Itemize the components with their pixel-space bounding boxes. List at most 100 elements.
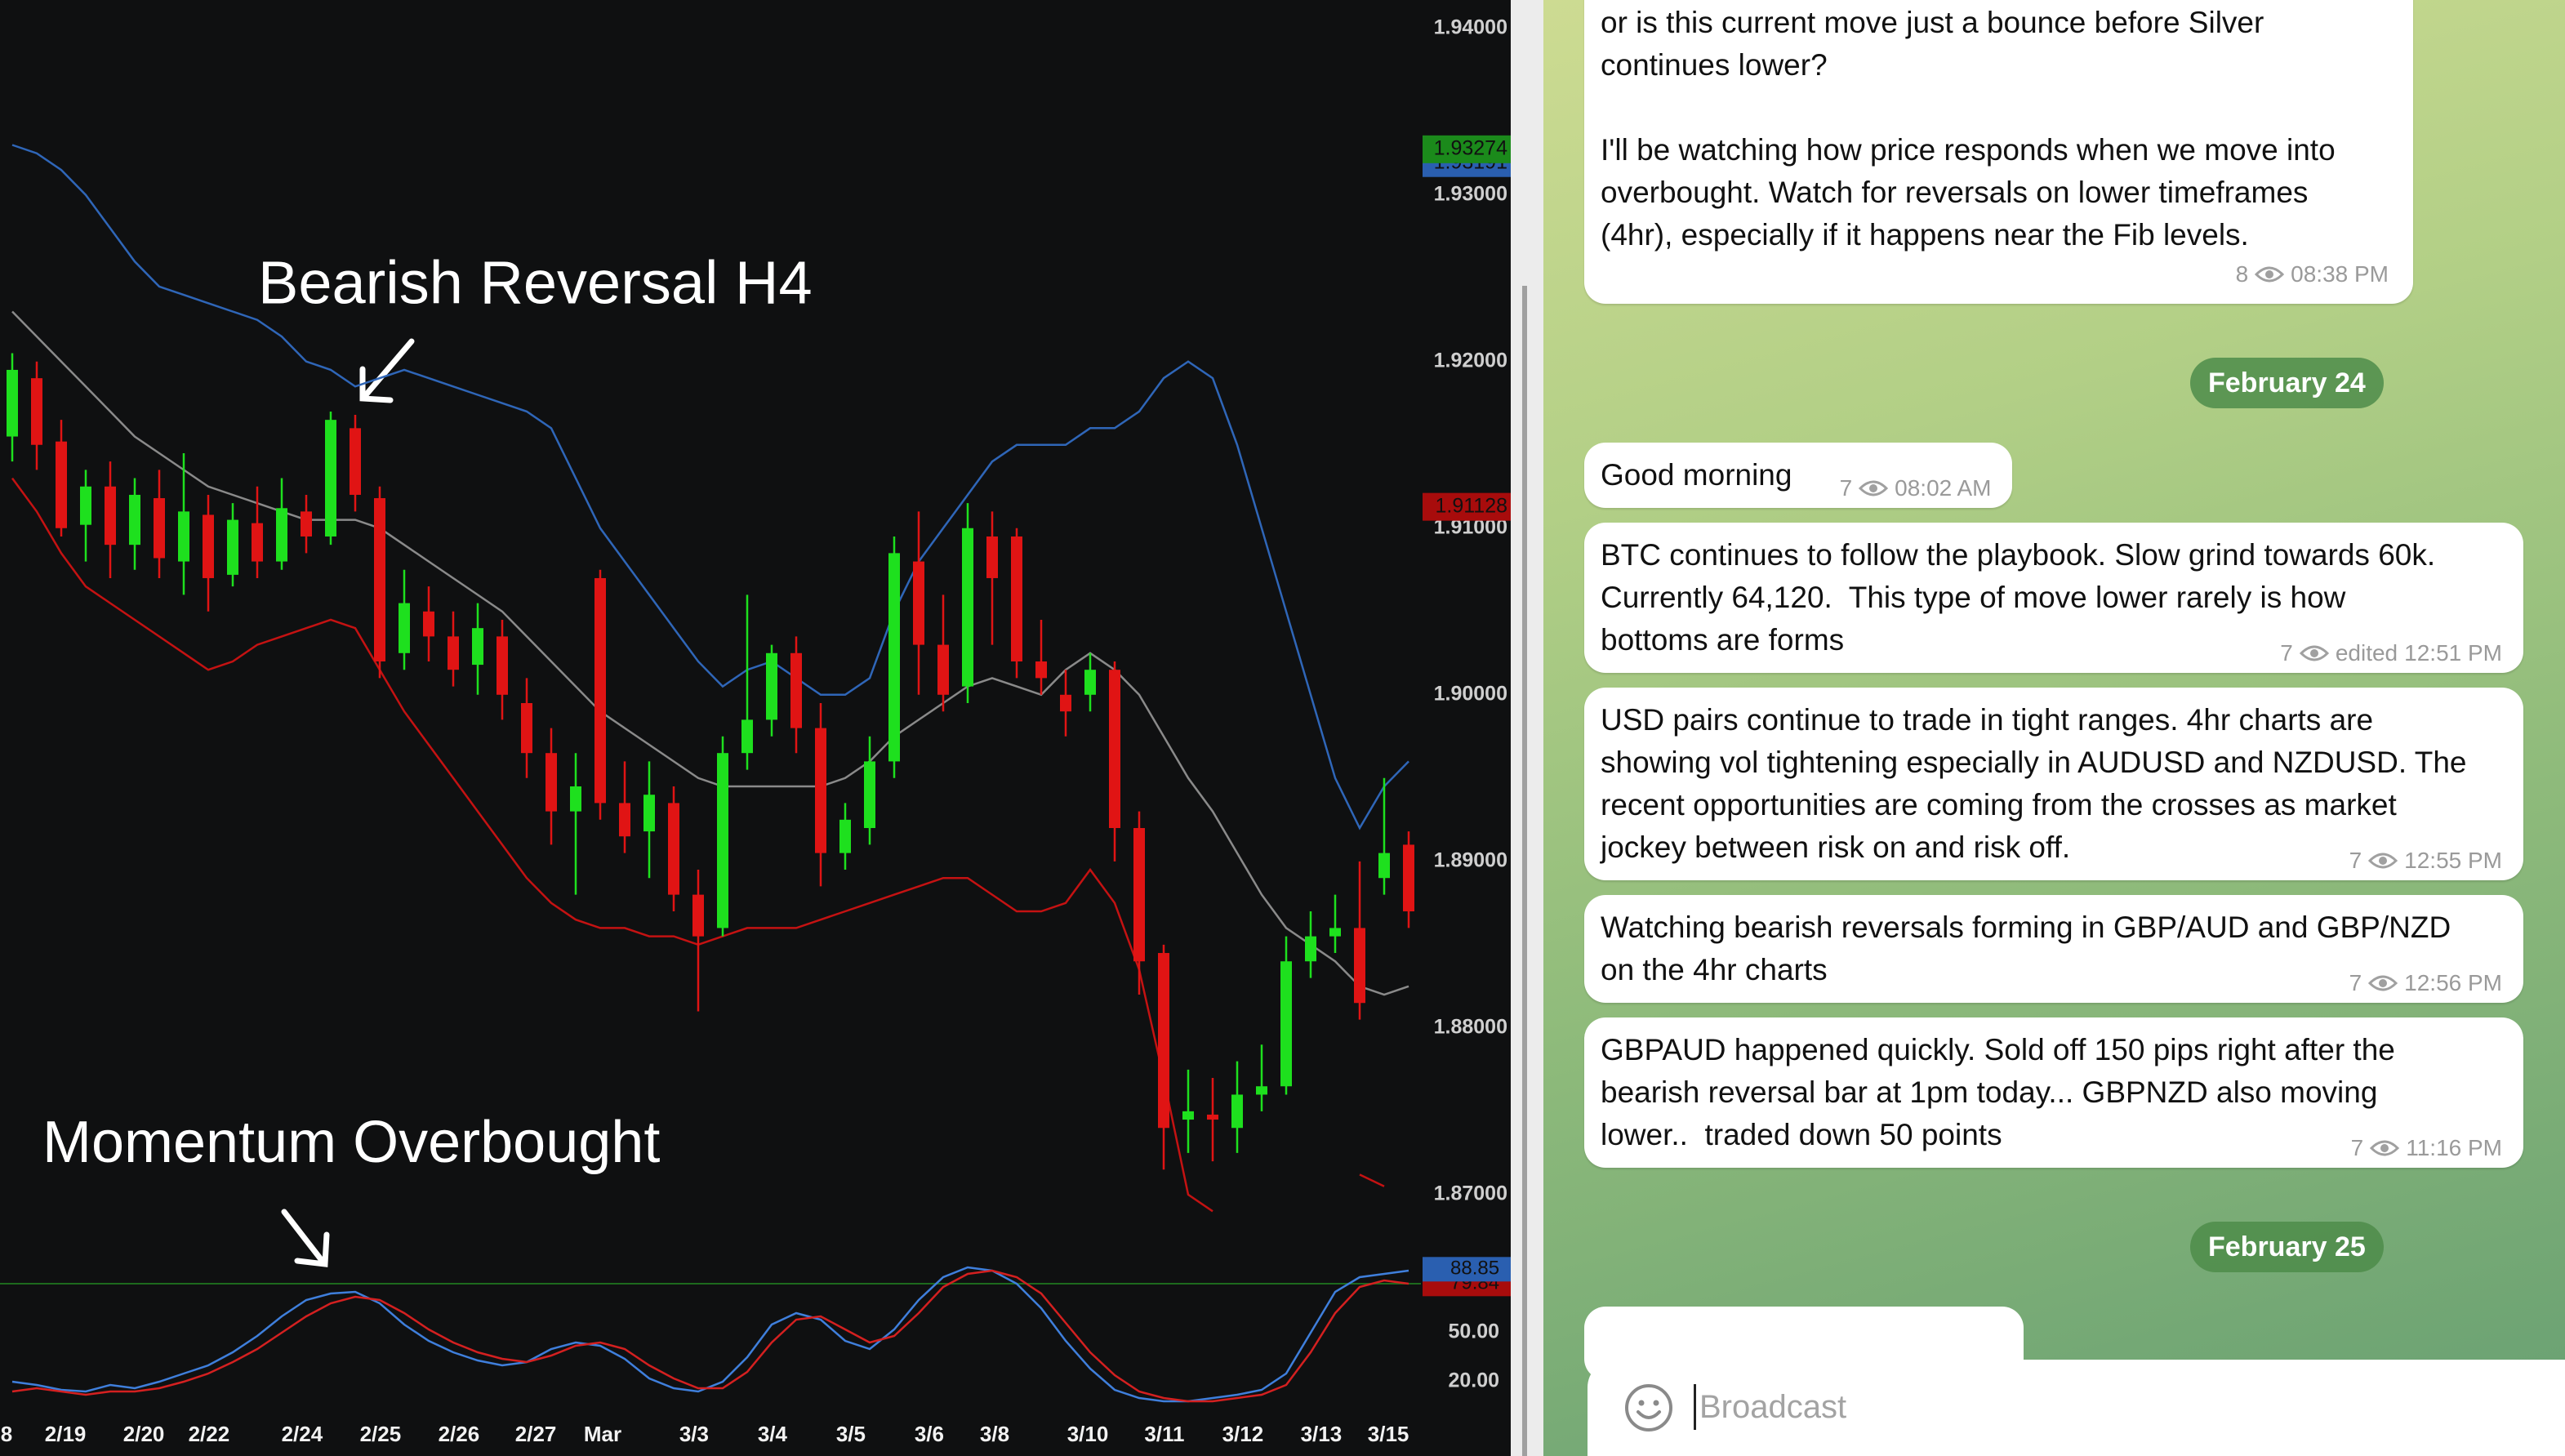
chart: 1.940001.930001.920001.910001.900001.890… — [0, 0, 1511, 1456]
message-text: bearish reversal bar at 1pm today... GBP… — [1601, 1075, 2378, 1109]
message: or is this current move just a bounce be… — [1584, 0, 2413, 304]
views-icon — [2368, 853, 2398, 869]
views-icon — [2255, 266, 2285, 283]
message-text: Watching bearish reversals forming in GB… — [1601, 911, 2451, 944]
band-line — [11, 144, 1409, 830]
band-line — [11, 310, 1409, 996]
candle-body — [7, 369, 18, 437]
date-pill: February 24 — [2190, 358, 2384, 408]
message-text: jockey between risk on and risk off. — [1601, 830, 2071, 864]
message-text: showing vol tightening especially in AUD… — [1601, 746, 2467, 779]
candle-body — [1182, 1111, 1194, 1120]
momentum-tick-label: 50.00 — [1448, 1320, 1499, 1343]
candle-body — [521, 702, 532, 754]
paragraph: USD pairs continue to trade in tight ran… — [1601, 699, 2499, 869]
message-meta: 7 edited 12:51 PM — [2280, 640, 2502, 666]
message-meta: 8 08:38 PM — [1601, 256, 2389, 292]
candle-body — [1084, 670, 1096, 695]
price-tag — [1423, 492, 1511, 521]
x-tick-label: 3/3 — [679, 1422, 709, 1446]
candle-body — [374, 498, 385, 661]
message: GBPAUD happened quickly. Sold off 150 pi… — [1584, 1017, 2523, 1168]
message-feed: or is this current move just a bounce be… — [1584, 0, 2523, 1380]
y-tick-label: 1.90000 — [1434, 682, 1507, 705]
candle-body — [1060, 694, 1071, 712]
message-meta: 7 12:56 PM — [2349, 970, 2502, 996]
x-tick-label: 2/20 — [123, 1422, 165, 1446]
message-time: 08:02 AM — [1895, 475, 1992, 501]
message-time: 08:38 PM — [2291, 261, 2389, 287]
date-pill: February 25 — [2190, 1222, 2384, 1272]
candle-body — [619, 803, 630, 837]
candle-body — [1305, 936, 1316, 962]
candle-body — [790, 652, 802, 728]
candle-body — [472, 628, 483, 666]
candle-body — [1035, 661, 1047, 679]
candle-body — [815, 728, 826, 853]
reversal-arrow — [359, 338, 415, 403]
divider — [1511, 0, 1543, 1456]
momentum-tag — [1423, 1257, 1511, 1282]
emoji-button[interactable] — [1623, 1383, 1674, 1433]
candle-body — [31, 378, 42, 445]
candle-body — [570, 786, 581, 812]
candle-body — [1280, 961, 1292, 1087]
candle-body — [1231, 1094, 1243, 1129]
candle-body — [717, 753, 728, 928]
candle-body — [178, 511, 189, 562]
y-tick-label: 1.94000 — [1434, 16, 1507, 38]
candle-body — [301, 511, 312, 537]
message-text: recent opportunities are coming from the… — [1601, 788, 2397, 822]
y-tick-label: 1.93000 — [1434, 182, 1507, 205]
x-tick-label: 3/8 — [980, 1422, 1009, 1446]
x-tick-label: 2/22 — [189, 1422, 230, 1446]
message-text: Currently 64,120. This type of move lowe… — [1601, 581, 2346, 614]
candle-body — [986, 536, 998, 578]
candle-body — [129, 494, 140, 545]
x-tick-label: 3/4 — [758, 1422, 788, 1446]
candle-body — [741, 719, 753, 754]
chart-background — [0, 0, 1511, 1456]
candle-body — [864, 761, 875, 829]
x-tick-label: 8 — [1, 1422, 12, 1446]
message-text: continues lower? — [1601, 48, 1828, 82]
views-icon — [1859, 480, 1889, 496]
x-tick-label: Mar — [584, 1422, 621, 1446]
band-line — [11, 477, 1385, 1213]
momentum-line — [11, 1269, 1409, 1403]
message-text: overbought. Watch for reversals on lower… — [1601, 176, 2309, 209]
message-input[interactable]: Broadcast — [1588, 1360, 2565, 1456]
message: Good morning 7 08:02 AM — [1584, 443, 2013, 508]
message-text: BTC continues to follow the playbook. Sl… — [1601, 538, 2436, 572]
views-icon — [2370, 1140, 2400, 1156]
message-time: 11:16 PM — [2406, 1135, 2502, 1160]
x-tick-label: 2/26 — [439, 1422, 480, 1446]
candle-body — [105, 486, 116, 545]
message-text: bottoms are forms — [1601, 623, 1845, 657]
scrollbar[interactable] — [1522, 286, 1527, 1456]
message-time: 12:51 PM — [2404, 640, 2502, 666]
candle-body — [766, 652, 777, 720]
candle-body — [227, 519, 238, 575]
views-icon — [2299, 645, 2329, 661]
message-meta: 7 08:02 AM — [1840, 475, 1992, 501]
price-tag-label: 1.93274 — [1434, 136, 1507, 159]
message: Watching bearish reversals forming in GB… — [1584, 895, 2523, 1003]
candle-body — [1207, 1114, 1218, 1120]
paragraph: GBPAUD happened quickly. Sold off 150 pi… — [1601, 1029, 2499, 1156]
x-tick-label: 2/25 — [360, 1422, 402, 1446]
candle-body — [546, 753, 557, 812]
message-text: I'll be watching how price responds when… — [1601, 133, 2336, 167]
x-tick-label: 3/15 — [1368, 1422, 1409, 1446]
candle-body — [399, 603, 410, 653]
message-time: 12:56 PM — [2404, 970, 2502, 995]
x-tick-label: 2/19 — [45, 1422, 87, 1446]
views-icon — [2368, 975, 2398, 991]
candle-body — [350, 428, 361, 495]
candle-body — [1378, 853, 1390, 879]
candle-body — [1109, 670, 1120, 829]
momentum-line — [11, 1266, 1409, 1403]
candle-body — [497, 636, 508, 695]
y-tick-label: 1.87000 — [1434, 1182, 1507, 1204]
